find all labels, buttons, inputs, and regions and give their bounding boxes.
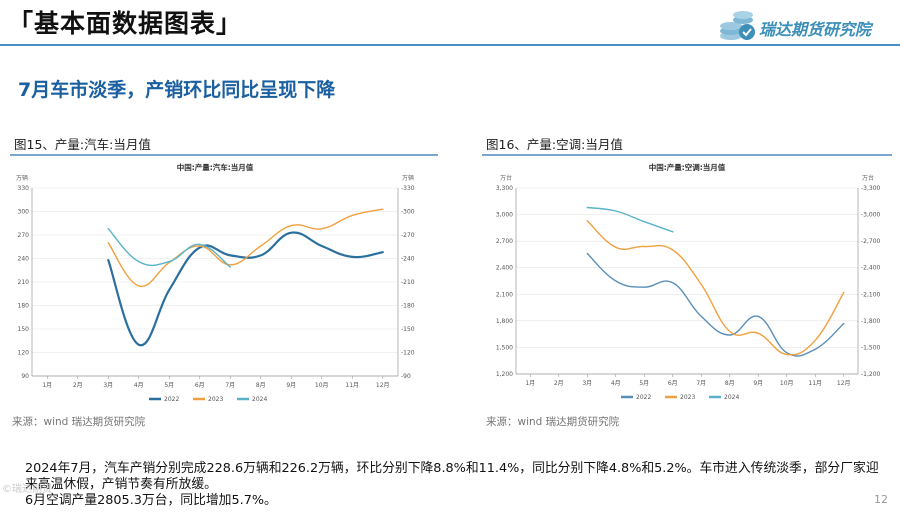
x-tick-label: 11月 bbox=[808, 380, 822, 387]
y-tick-label-right: -120 bbox=[401, 350, 415, 357]
y-tick-label-right: -1,200 bbox=[861, 371, 881, 378]
y-tick-label-right: -150 bbox=[401, 326, 415, 333]
x-tick-label: 6月 bbox=[195, 382, 205, 389]
y-tick-label-right: -2,100 bbox=[861, 291, 881, 298]
y-tick-label-left: 150 bbox=[18, 326, 30, 333]
y-tick-label-left: 1,200 bbox=[496, 371, 513, 378]
series-line-2023 bbox=[107, 208, 384, 288]
x-tick-label: 3月 bbox=[103, 382, 113, 389]
y-axis-unit-left: 万台 bbox=[500, 174, 512, 182]
chart-title: 中国:产量:汽车:当月值 bbox=[177, 162, 254, 172]
chart-title: 中国:产量:空调:当月值 bbox=[649, 162, 726, 172]
y-tick-label-left: 270 bbox=[18, 232, 30, 239]
slide-headline: 7月车市淡季，产销环比同比呈现下降 bbox=[18, 79, 336, 101]
y-tick-label-left: 240 bbox=[18, 256, 30, 263]
figure-15-source: 来源：wind 瑞达期货研究院 bbox=[12, 416, 146, 428]
figure-15-divider bbox=[10, 154, 438, 156]
y-tick-label-left: 3,000 bbox=[496, 212, 513, 219]
page-header-title: 「基本面数据图表」 bbox=[8, 9, 243, 38]
company-logo-text: 瑞达期货研究院 bbox=[759, 20, 872, 39]
figure-16-caption: 图16、产量:空调:当月值 bbox=[486, 137, 623, 152]
page-number: 12 bbox=[874, 493, 888, 506]
y-tick-label-left: 2,100 bbox=[496, 291, 513, 298]
x-tick-label: 3月 bbox=[582, 380, 592, 387]
y-tick-label-left: 180 bbox=[18, 303, 30, 310]
legend-label-2024: 2024 bbox=[252, 396, 267, 403]
y-axis-unit-left: 万辆 bbox=[16, 174, 28, 182]
y-tick-label-left: 300 bbox=[18, 209, 30, 216]
legend-label-2024: 2024 bbox=[724, 394, 739, 401]
figure-15-caption: 图15、产量:汽车:当月值 bbox=[14, 137, 151, 152]
x-tick-label: 1月 bbox=[525, 380, 535, 387]
x-tick-label: 8月 bbox=[256, 382, 266, 389]
header-divider bbox=[0, 44, 900, 46]
y-tick-label-left: 1,800 bbox=[496, 318, 513, 325]
x-tick-label: 4月 bbox=[134, 382, 144, 389]
x-tick-label: 4月 bbox=[611, 380, 621, 387]
series-line-2024 bbox=[107, 228, 231, 268]
series-line-2023 bbox=[586, 220, 845, 356]
x-tick-label: 11月 bbox=[345, 382, 359, 389]
x-tick-label: 9月 bbox=[286, 382, 296, 389]
y-tick-label-left: 1,500 bbox=[496, 344, 513, 351]
x-tick-label: 2月 bbox=[73, 382, 83, 389]
legend-label-2022: 2022 bbox=[164, 396, 179, 403]
y-tick-label-right: -240 bbox=[401, 256, 415, 263]
summary-paragraph-ac: 6月空调产量2805.3万台，同比增加5.7%。 bbox=[25, 493, 277, 508]
x-tick-label: 10月 bbox=[780, 380, 794, 387]
x-tick-label: 6月 bbox=[668, 380, 678, 387]
x-tick-label: 12月 bbox=[837, 380, 851, 387]
series-line-2024 bbox=[586, 206, 674, 233]
x-tick-label: 12月 bbox=[376, 382, 390, 389]
legend-label-2023: 2023 bbox=[208, 396, 223, 403]
series-line-2022 bbox=[107, 231, 384, 347]
figure-16-source: 来源：wind 瑞达期货研究院 bbox=[486, 416, 620, 428]
y-tick-label-right: -180 bbox=[401, 303, 415, 310]
x-tick-label: 5月 bbox=[639, 380, 649, 387]
x-tick-label: 1月 bbox=[42, 382, 52, 389]
y-tick-label-right: -1,800 bbox=[861, 318, 881, 325]
summary-text: 2024年7月，汽车产销分别完成228.6万辆和226.2万辆，环比分别下降8.… bbox=[25, 461, 890, 509]
x-tick-label: 5月 bbox=[164, 382, 174, 389]
y-tick-label-left: 210 bbox=[18, 279, 30, 286]
y-tick-label-right: -2,700 bbox=[861, 238, 881, 245]
y-tick-label-right: -90 bbox=[401, 373, 411, 380]
y-axis-unit-right: 万台 bbox=[862, 174, 874, 182]
y-tick-label-left: 120 bbox=[18, 350, 30, 357]
y-tick-label-left: 2,700 bbox=[496, 238, 513, 245]
y-tick-label-right: -270 bbox=[401, 232, 415, 239]
x-tick-label: 7月 bbox=[696, 380, 706, 387]
legend-label-2023: 2023 bbox=[680, 394, 695, 401]
y-tick-label-right: -2,400 bbox=[861, 265, 881, 272]
y-tick-label-left: 330 bbox=[18, 185, 30, 192]
x-tick-label: 9月 bbox=[753, 380, 763, 387]
y-tick-label-left: 2,400 bbox=[496, 265, 513, 272]
watermark: ©瑞达期货 bbox=[2, 484, 52, 495]
x-tick-label: 10月 bbox=[315, 382, 329, 389]
y-tick-label-right: -330 bbox=[401, 185, 415, 192]
y-tick-label-right: -3,300 bbox=[861, 185, 881, 192]
y-axis-unit-right: 万辆 bbox=[402, 174, 414, 182]
y-tick-label-right: -210 bbox=[401, 279, 415, 286]
x-tick-label: 7月 bbox=[225, 382, 235, 389]
y-tick-label-left: 3,300 bbox=[496, 185, 513, 192]
series-line-2022 bbox=[586, 252, 845, 357]
x-tick-label: 8月 bbox=[725, 380, 735, 387]
x-tick-label: 2月 bbox=[554, 380, 564, 387]
coin-stack-icon bbox=[720, 11, 755, 40]
company-logo: 瑞达期货研究院 bbox=[717, 6, 892, 46]
y-tick-label-left: 90 bbox=[21, 373, 29, 380]
y-tick-label-right: -1,500 bbox=[861, 344, 881, 351]
legend-label-2022: 2022 bbox=[636, 394, 651, 401]
figure-16-divider bbox=[482, 154, 892, 156]
y-tick-label-right: -3,000 bbox=[861, 212, 881, 219]
y-tick-label-right: -300 bbox=[401, 209, 415, 216]
summary-paragraph-car: 2024年7月，汽车产销分别完成228.6万辆和226.2万辆，环比分别下降8.… bbox=[25, 461, 879, 492]
